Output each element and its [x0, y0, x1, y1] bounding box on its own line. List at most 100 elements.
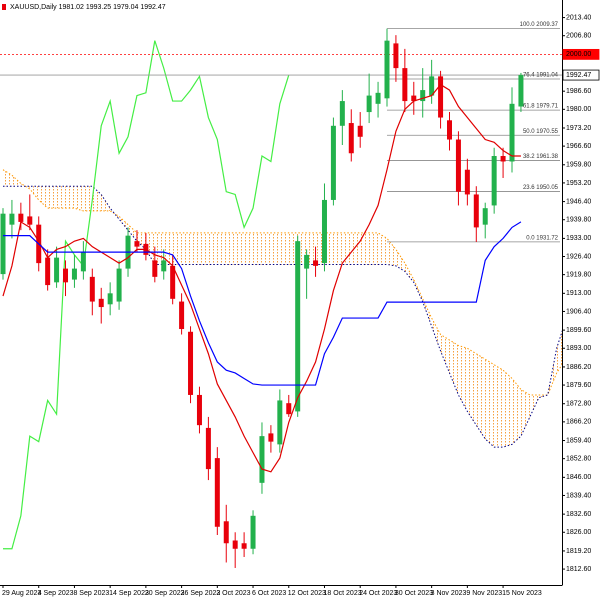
candle-body [188, 331, 194, 395]
title-icon [2, 4, 6, 10]
axes: 1812.60 1819.20 1826.00 1832.60 1839.40 1846.… [2, 14, 600, 597]
candle-body [429, 76, 435, 96]
fib-label: 76.4 1991.04 [523, 73, 559, 79]
candle-body [223, 521, 229, 544]
y-tick-label: 1886.20 [566, 364, 591, 371]
candle-body [205, 427, 211, 470]
chart-title: XAUUSD,Daily 1981.02 1993.25 1979.04 199… [10, 4, 166, 11]
candle-body [54, 257, 60, 283]
x-tick-label: 20 Sep 2023 [145, 590, 185, 597]
candle-body [438, 76, 444, 118]
y-tick-label: 1819.20 [566, 548, 591, 555]
y-tick-label: 1986.60 [566, 88, 591, 95]
candle-body [134, 241, 140, 247]
indicator-line [3, 185, 562, 448]
y-tick-label: 1832.60 [566, 511, 591, 518]
candle-body [348, 123, 354, 154]
candle-body [313, 260, 319, 266]
y-tick-label: 1933.00 [566, 235, 591, 242]
candle-body [259, 436, 265, 483]
y-tick-label: 1859.40 [566, 437, 591, 444]
candle-body [357, 125, 363, 137]
fib-label: 23.6 1950.05 [523, 185, 559, 191]
x-tick-label: 3 Nov 2023 [431, 590, 467, 597]
x-tick-label: 6 Oct 2023 [252, 590, 286, 597]
x-tick-label: 15 Nov 2023 [502, 590, 542, 597]
candle-body [393, 43, 399, 69]
indicator-line [2, 169, 562, 396]
price-label: 1992.47 [566, 72, 591, 79]
candle-body [98, 298, 104, 308]
candle-body [402, 68, 408, 102]
candle-body [161, 260, 167, 272]
candle-body [71, 268, 77, 280]
candle-body [45, 257, 51, 286]
candle-body [268, 433, 274, 442]
x-tick-label: 9 Nov 2023 [466, 590, 502, 597]
candle-body [232, 540, 238, 549]
candle-body [80, 252, 86, 272]
candle-body [518, 75, 524, 107]
y-tick-label: 1846.00 [566, 474, 591, 481]
candle-body [9, 213, 15, 225]
y-tick-label: 1906.40 [566, 308, 591, 315]
y-tick-label: 1812.60 [566, 566, 591, 573]
x-tick-label: 29 Aug 2023 [2, 590, 41, 597]
y-tick-label: 1939.80 [566, 217, 591, 224]
price-label: 2000.00 [566, 51, 591, 58]
fib-label: 0.0 1931.72 [526, 235, 558, 241]
price-label-box [562, 69, 600, 81]
fib-label: 100.0 2009.37 [520, 22, 559, 28]
x-tick-label: 30 Oct 2023 [395, 590, 433, 597]
y-tick-label: 2013.40 [566, 14, 591, 21]
y-tick-label: 1966.60 [566, 143, 591, 150]
candle-body [384, 40, 390, 99]
indicator-line [2, 83, 521, 473]
candle-body [89, 276, 95, 302]
candle-body [375, 92, 381, 104]
candle-body [482, 208, 488, 225]
candle-body [455, 139, 461, 192]
y-tick-label: 1826.00 [566, 529, 591, 536]
fib-label: 61.8 1979.71 [523, 104, 559, 110]
x-tick-label: 24 Oct 2023 [359, 590, 397, 597]
candle-body [196, 394, 202, 426]
indicator-line [3, 221, 522, 386]
candle-body [0, 213, 6, 275]
cloud-fill [3, 169, 562, 448]
indicator-line [3, 40, 290, 550]
y-tick-label: 1893.00 [566, 345, 591, 352]
y-tick-label: 1899.60 [566, 327, 591, 334]
candle-body [277, 400, 283, 445]
candle-body [339, 101, 345, 126]
candle-body [295, 241, 301, 412]
candle-body [447, 120, 452, 140]
candle-body [170, 265, 176, 299]
candle-body [464, 169, 470, 195]
x-tick-label: 26 Sep 2023 [181, 590, 221, 597]
candle-body [107, 293, 113, 305]
candle-body [509, 103, 515, 162]
plot-area: 100.0 2009.37 76.4 1991.04 61.8 1979.71 50.… [0, 22, 562, 568]
y-tick-label: 2006.80 [566, 33, 591, 40]
y-tick-label: 1852.80 [566, 456, 591, 463]
candle-body [286, 403, 292, 415]
candle-body [366, 95, 372, 113]
price-label-box [562, 48, 600, 60]
x-tick-label: 18 Oct 2023 [323, 590, 361, 597]
candle-body [500, 156, 506, 162]
y-tick-label: 1913.00 [566, 290, 591, 297]
candle-body [491, 156, 497, 206]
y-tick-label: 1879.60 [566, 382, 591, 389]
candle-body [179, 301, 185, 330]
candle-body [330, 125, 336, 200]
candle-body [321, 199, 327, 264]
y-tick-label: 1926.40 [566, 253, 591, 260]
candle-body [411, 95, 417, 102]
candle-body [241, 543, 247, 549]
candle-body [420, 90, 426, 102]
x-tick-label: 14 Sep 2023 [109, 590, 149, 597]
y-tick-label: 1973.20 [566, 125, 591, 132]
